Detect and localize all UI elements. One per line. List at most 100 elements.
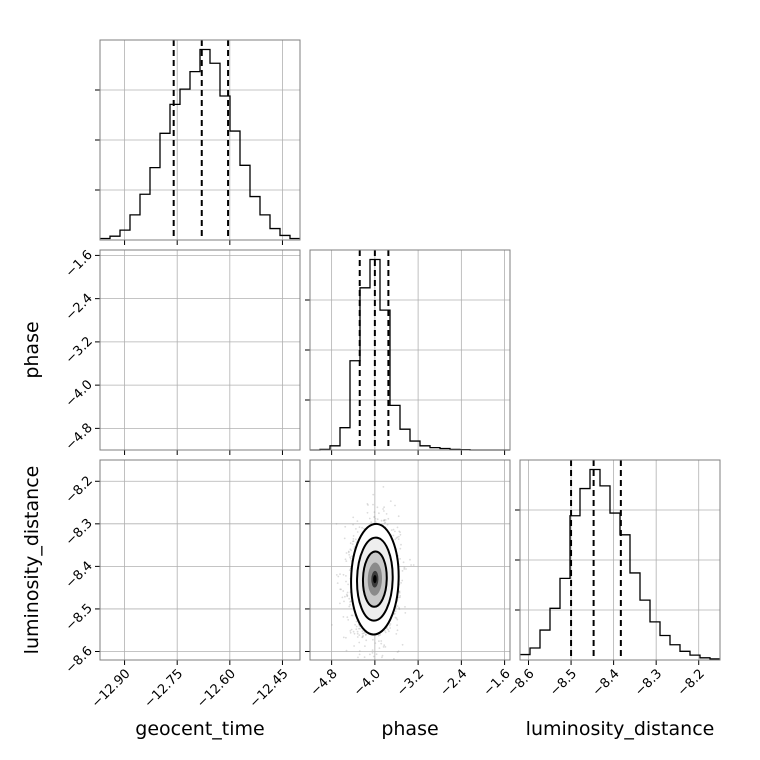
scatter-point — [153, 376, 155, 378]
scatter-point — [214, 543, 216, 545]
scatter-point — [226, 559, 228, 561]
scatter-point — [241, 545, 243, 547]
scatter-point — [238, 536, 240, 538]
scatter-point — [244, 406, 246, 408]
scatter-point — [165, 368, 167, 370]
scatter-point — [213, 406, 215, 408]
scatter-point — [186, 370, 188, 372]
scatter-point — [171, 585, 173, 587]
scatter-point — [210, 382, 212, 384]
scatter-point — [182, 554, 184, 556]
scatter-point — [188, 571, 190, 573]
scatter-point — [187, 587, 189, 589]
scatter-point — [186, 375, 188, 377]
scatter-point — [213, 556, 215, 558]
scatter-point — [220, 567, 222, 569]
scatter-point — [259, 365, 261, 367]
scatter-point — [161, 390, 163, 392]
scatter-point — [198, 554, 200, 556]
scatter-point — [175, 633, 177, 635]
scatter-point — [178, 368, 180, 370]
scatter-point — [206, 570, 208, 572]
scatter-point — [205, 378, 207, 380]
scatter-point — [224, 593, 226, 595]
scatter-point — [168, 390, 170, 392]
scatter-point — [198, 361, 200, 363]
scatter-point — [179, 386, 181, 388]
scatter-point — [242, 524, 244, 526]
scatter-point — [189, 405, 191, 407]
scatter-point — [133, 392, 135, 394]
scatter-point — [231, 617, 233, 619]
scatter-point — [182, 586, 184, 588]
scatter-point — [240, 379, 242, 381]
scatter-point — [199, 585, 201, 587]
scatter-point — [197, 591, 199, 593]
scatter-point — [215, 553, 217, 555]
scatter-point — [206, 378, 208, 380]
scatter-point — [199, 377, 201, 379]
scatter-point — [231, 557, 233, 559]
scatter-point — [179, 383, 181, 385]
scatter-point — [169, 386, 171, 388]
scatter-point — [230, 580, 232, 582]
scatter-point — [197, 402, 199, 404]
scatter-point — [160, 622, 162, 624]
scatter-point — [199, 386, 201, 388]
scatter-point — [202, 570, 204, 572]
scatter-point — [219, 568, 221, 570]
scatter-point — [194, 584, 196, 586]
scatter-point — [259, 548, 261, 550]
scatter-point — [186, 366, 188, 368]
scatter-point — [186, 360, 188, 362]
scatter-point — [216, 382, 218, 384]
scatter-point — [204, 585, 206, 587]
scatter-point — [194, 575, 196, 577]
scatter-point — [184, 403, 186, 405]
scatter-point — [214, 580, 216, 582]
scatter-point — [209, 379, 211, 381]
scatter-point — [195, 609, 197, 611]
scatter-point — [170, 395, 172, 397]
scatter-point — [217, 610, 219, 612]
scatter-point — [162, 382, 164, 384]
scatter-point — [226, 394, 228, 396]
scatter-point — [188, 578, 190, 580]
scatter-point — [167, 619, 169, 621]
scatter-point — [222, 584, 224, 586]
scatter-point — [227, 397, 229, 399]
scatter-point — [145, 373, 147, 375]
scatter-point — [238, 397, 240, 399]
scatter-point — [194, 396, 196, 398]
scatter-point — [225, 571, 227, 573]
scatter-point — [193, 397, 195, 399]
scatter-point — [159, 616, 161, 618]
scatter-point — [195, 371, 197, 373]
scatter-point — [194, 571, 196, 573]
scatter-point — [241, 388, 243, 390]
scatter-point — [227, 515, 229, 517]
scatter-point — [203, 388, 205, 390]
scatter-point — [268, 540, 270, 542]
scatter-point — [222, 382, 224, 384]
scatter-point — [355, 528, 357, 530]
scatter-point — [201, 389, 203, 391]
scatter-point — [250, 382, 252, 384]
histogram-geocent_time — [100, 50, 300, 239]
scatter-point — [167, 607, 169, 609]
scatter-point — [199, 391, 201, 393]
scatter-point — [194, 562, 196, 564]
scatter-point — [253, 396, 255, 398]
scatter-point — [172, 570, 174, 572]
scatter-point — [222, 387, 224, 389]
scatter-point — [207, 385, 209, 387]
scatter-point — [207, 567, 209, 569]
scatter-point — [181, 589, 183, 591]
scatter-point — [207, 569, 209, 571]
scatter-point — [213, 567, 215, 569]
scatter-point — [202, 405, 204, 407]
scatter-point — [181, 580, 183, 582]
scatter-point — [172, 398, 174, 400]
scatter-point — [200, 574, 202, 576]
scatter-point — [237, 549, 239, 551]
